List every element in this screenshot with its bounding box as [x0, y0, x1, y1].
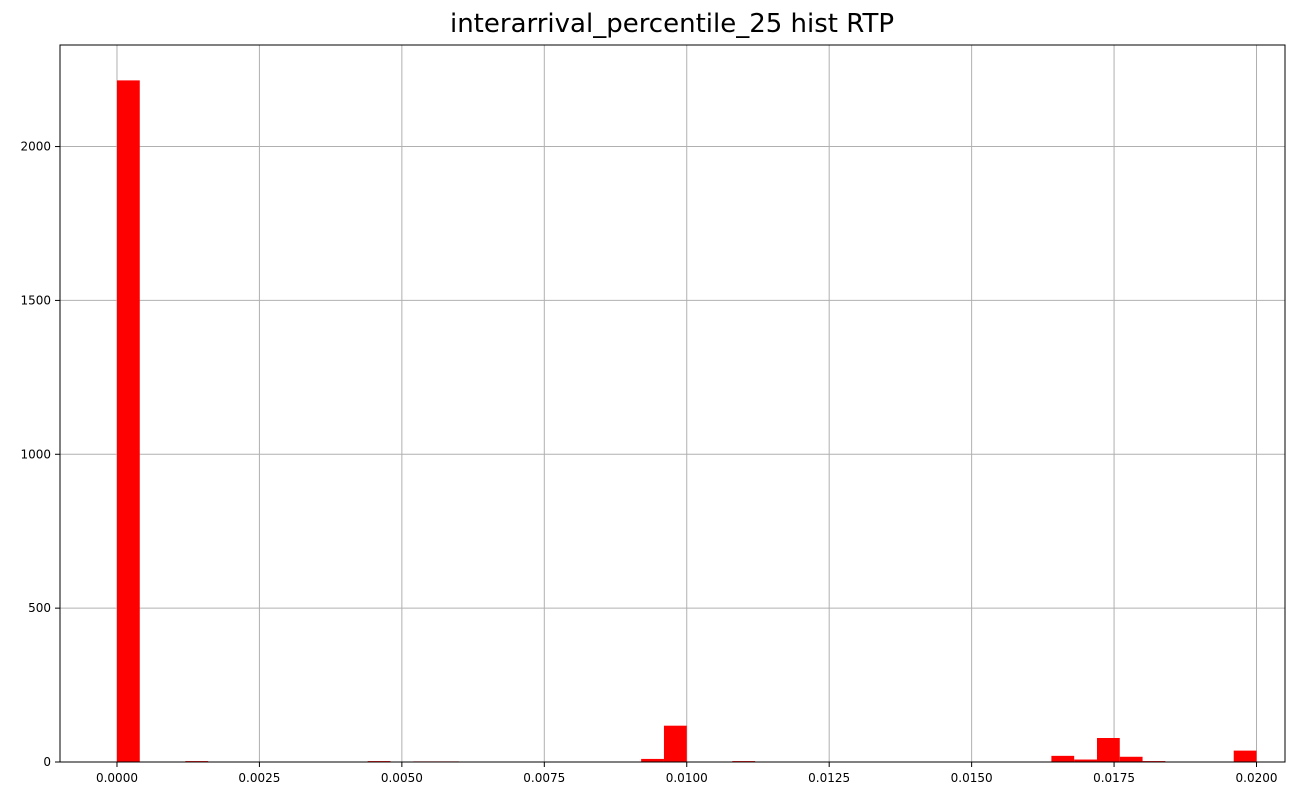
x-tick-label: 0.0175 [1093, 771, 1135, 785]
x-tick-label: 0.0200 [1236, 771, 1278, 785]
plot-frame [59, 44, 1286, 763]
histogram-bar [116, 80, 140, 762]
histogram-bar [1051, 755, 1075, 762]
y-tick-label: 0 [43, 755, 51, 769]
histogram-bar [1233, 750, 1257, 762]
chart-title: interarrival_percentile_25 hist RTP [449, 9, 895, 39]
histogram-bar [1096, 737, 1120, 762]
y-tick-label: 1000 [20, 447, 51, 461]
histogram-bar [1119, 756, 1143, 762]
x-tick-label: 0.0125 [808, 771, 850, 785]
y-tick-label: 2000 [20, 140, 51, 154]
x-tick-label: 0.0150 [951, 771, 993, 785]
histogram-bar [1074, 759, 1097, 762]
x-tick-label: 0.0100 [666, 771, 708, 785]
histogram-bar [663, 725, 687, 762]
y-tick-label: 500 [28, 601, 51, 615]
x-tick-label: 0.0050 [381, 771, 423, 785]
y-tick-label: 1500 [20, 293, 51, 307]
x-tick-label: 0.0075 [523, 771, 565, 785]
x-tick-label: 0.0000 [96, 771, 138, 785]
x-tick-label: 0.0025 [238, 771, 280, 785]
histogram-bar [641, 758, 664, 762]
